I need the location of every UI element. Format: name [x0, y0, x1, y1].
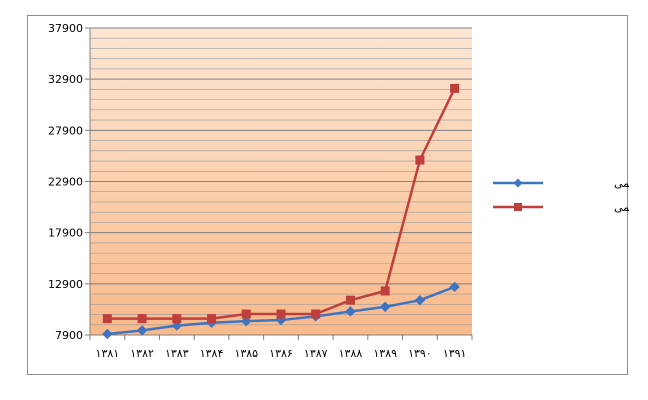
data-point — [102, 328, 113, 340]
legend-swatch-marker — [514, 203, 522, 211]
x-tick-label: ۱۳۸۱ — [96, 347, 120, 360]
data-point — [345, 306, 356, 317]
data-point — [345, 295, 355, 305]
y-tick-label: 17900 — [48, 227, 83, 240]
y-tick-label: 27900 — [48, 124, 83, 137]
series-2 — [102, 83, 460, 324]
legend-entry-2: نرخ ارز غیر رسمی — [493, 201, 629, 214]
grid-lines — [90, 37, 472, 326]
y-tick-label: 32900 — [48, 73, 83, 86]
data-point — [207, 314, 217, 324]
data-point — [172, 314, 182, 324]
x-tick-label: ۱۳۹۰ — [408, 347, 432, 360]
x-tick-label: ۱۳۸۹ — [373, 347, 397, 360]
data-point — [136, 325, 148, 336]
data-point — [414, 294, 426, 306]
legend-entry-1: نرخ ارز رسمی — [493, 177, 629, 190]
data-point — [415, 155, 425, 165]
x-tick-label: ۱۳۸۶ — [269, 347, 293, 360]
data-point — [276, 309, 286, 319]
data-point — [379, 301, 391, 313]
legend-swatch-marker — [513, 178, 523, 188]
data-point — [380, 286, 390, 296]
series — [102, 83, 460, 340]
legend-label: نرخ ارز رسمی — [614, 177, 629, 190]
x-tick-label: ۱۳۸۲ — [130, 347, 154, 360]
x-tick-label: ۱۳۸۴ — [200, 347, 224, 360]
chart-frame: 7900 12900 17900 22900 27900 32900 37900 ۱۳۸۱ ۱۳… — [27, 15, 629, 375]
legend: نرخ ارز رسمی نرخ ارز غیر رسمی — [493, 177, 629, 214]
axes: 7900 12900 17900 22900 27900 32900 37900 ۱۳۸۱ ۱۳… — [48, 22, 473, 360]
data-point — [171, 320, 183, 331]
line-chart: 7900 12900 17900 22900 27900 32900 37900 ۱۳۸۱ ۱۳… — [48, 22, 629, 360]
legend-label: نرخ ارز غیر رسمی — [614, 201, 629, 214]
data-point — [311, 309, 321, 319]
x-tick-label: ۱۳۸۵ — [234, 347, 258, 360]
y-tick-label: 7900 — [55, 329, 83, 342]
y-tick-label: 12900 — [48, 278, 83, 291]
x-tick-label: ۱۳۸۷ — [304, 347, 328, 360]
y-tick-label: 22900 — [48, 176, 83, 189]
y-tick-label: 37900 — [48, 22, 83, 35]
data-point — [102, 314, 112, 324]
x-tick-label: ۱۳۸۸ — [339, 347, 363, 360]
x-tick-label: ۱۳۸۳ — [165, 347, 189, 360]
data-point — [450, 83, 460, 93]
data-point — [449, 281, 460, 293]
data-point — [241, 309, 251, 319]
data-point — [241, 315, 252, 327]
x-tick-label: ۱۳۹۱ — [443, 347, 467, 360]
data-point — [137, 314, 147, 324]
